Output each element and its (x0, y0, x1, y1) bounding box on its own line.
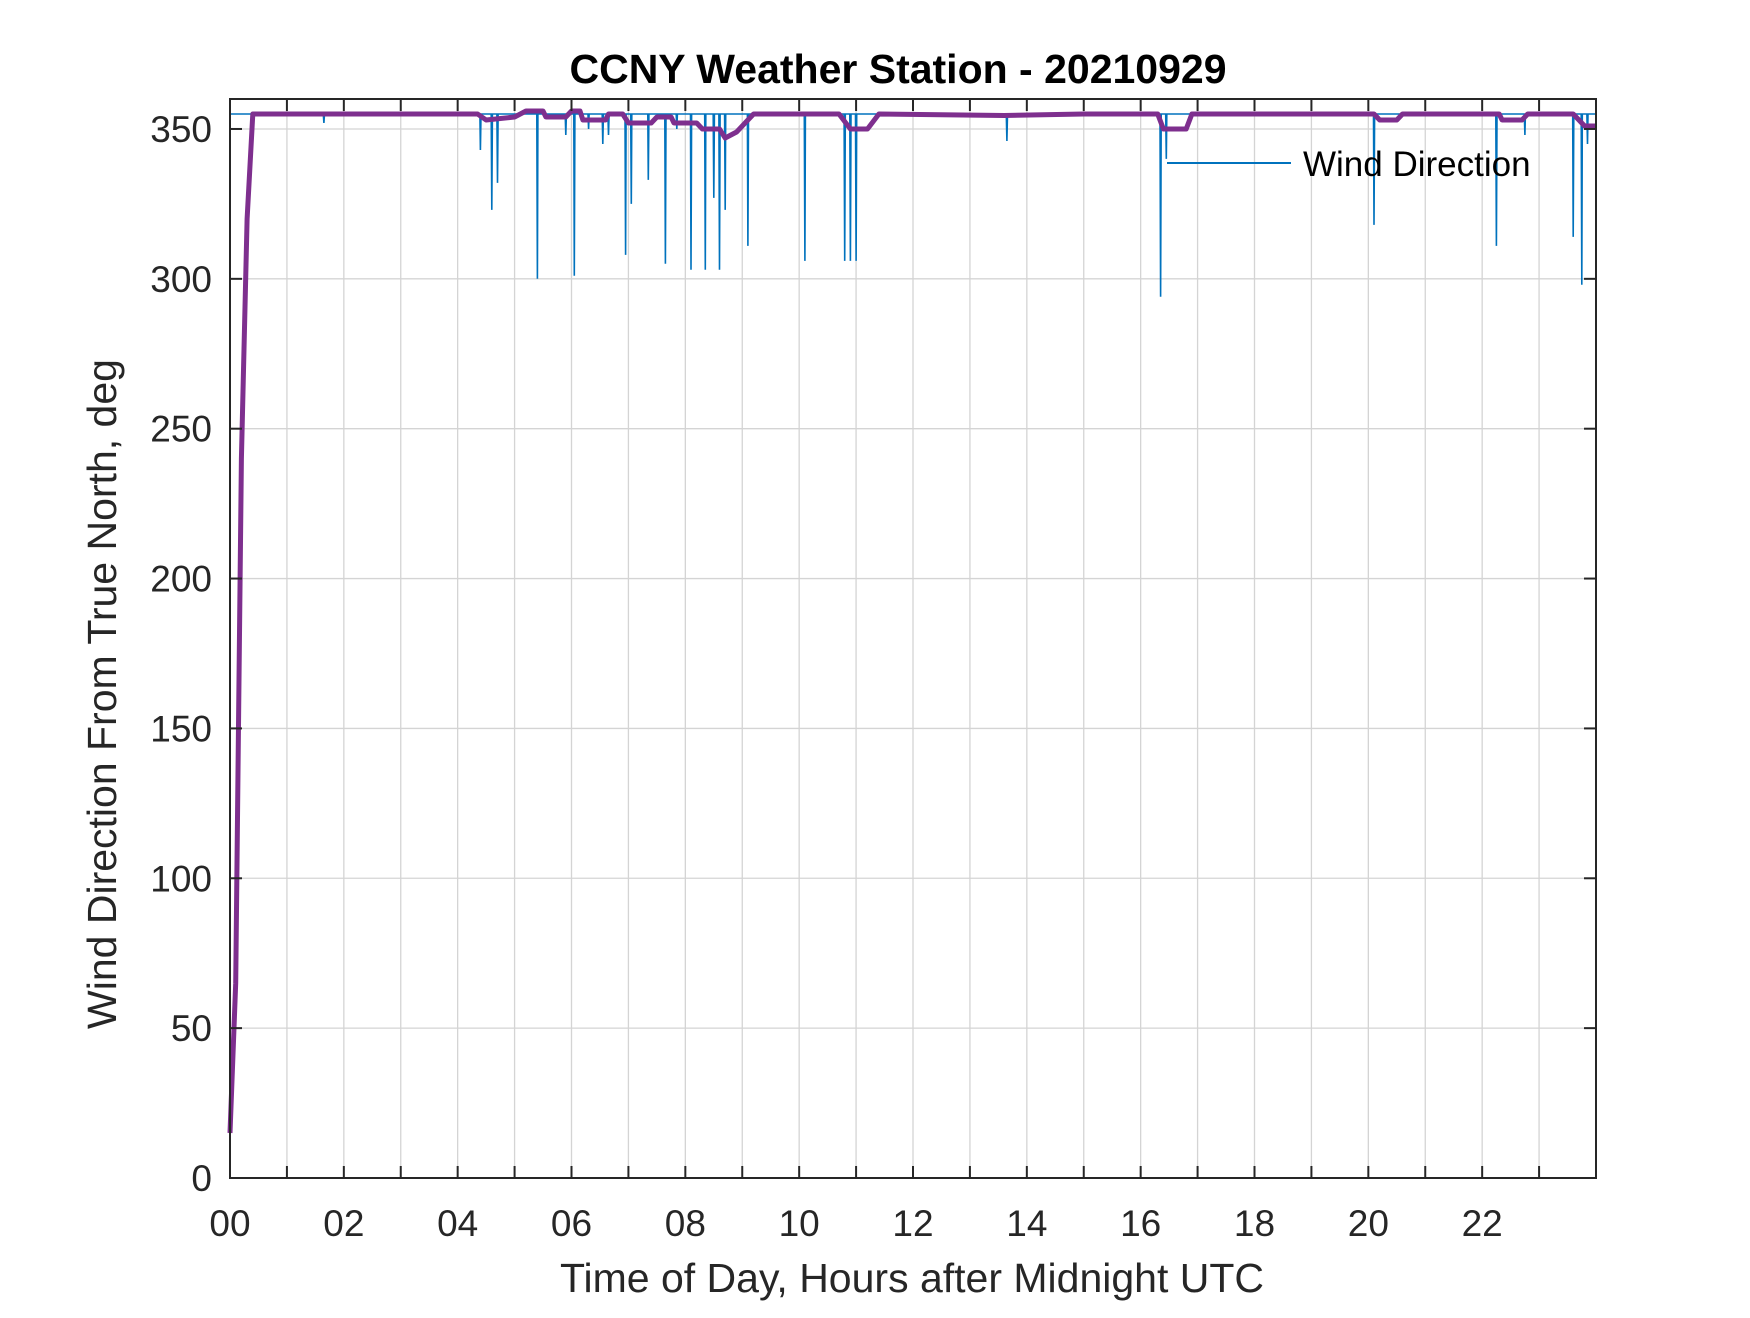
y-tick-label: 250 (150, 409, 212, 450)
x-tick-label: 10 (779, 1203, 820, 1244)
x-tick-label: 14 (1006, 1203, 1047, 1244)
x-tick-label: 22 (1462, 1203, 1503, 1244)
legend: Wind Direction (1167, 145, 1531, 184)
x-tick-label: 08 (665, 1203, 706, 1244)
y-tick-label: 350 (150, 109, 212, 150)
y-tick-label: 50 (171, 1008, 212, 1049)
x-tick-label: 02 (323, 1203, 364, 1244)
x-axis-label: Time of Day, Hours after Midnight UTC (560, 1255, 1264, 1301)
x-tick-label: 00 (209, 1203, 250, 1244)
x-tick-label: 04 (437, 1203, 478, 1244)
y-tick-label: 200 (150, 559, 212, 600)
y-tick-label: 100 (150, 858, 212, 899)
y-tick-label: 300 (150, 259, 212, 300)
series-smoothed-line (227, 108, 1596, 1134)
x-tick-label: 12 (892, 1203, 933, 1244)
y-axis-label: Wind Direction From True North, deg (79, 359, 125, 1029)
x-tick-label: 18 (1234, 1203, 1275, 1244)
y-tick-label: 150 (150, 708, 212, 749)
x-tick-label: 20 (1348, 1203, 1389, 1244)
legend-label-wind-direction: Wind Direction (1303, 145, 1531, 184)
x-tick-label: 16 (1120, 1203, 1161, 1244)
series-wind-direction-line (230, 113, 1596, 297)
x-tick-label: 06 (551, 1203, 592, 1244)
chart-title: CCNY Weather Station - 20210929 (569, 46, 1226, 92)
y-tick-label: 0 (191, 1158, 212, 1199)
